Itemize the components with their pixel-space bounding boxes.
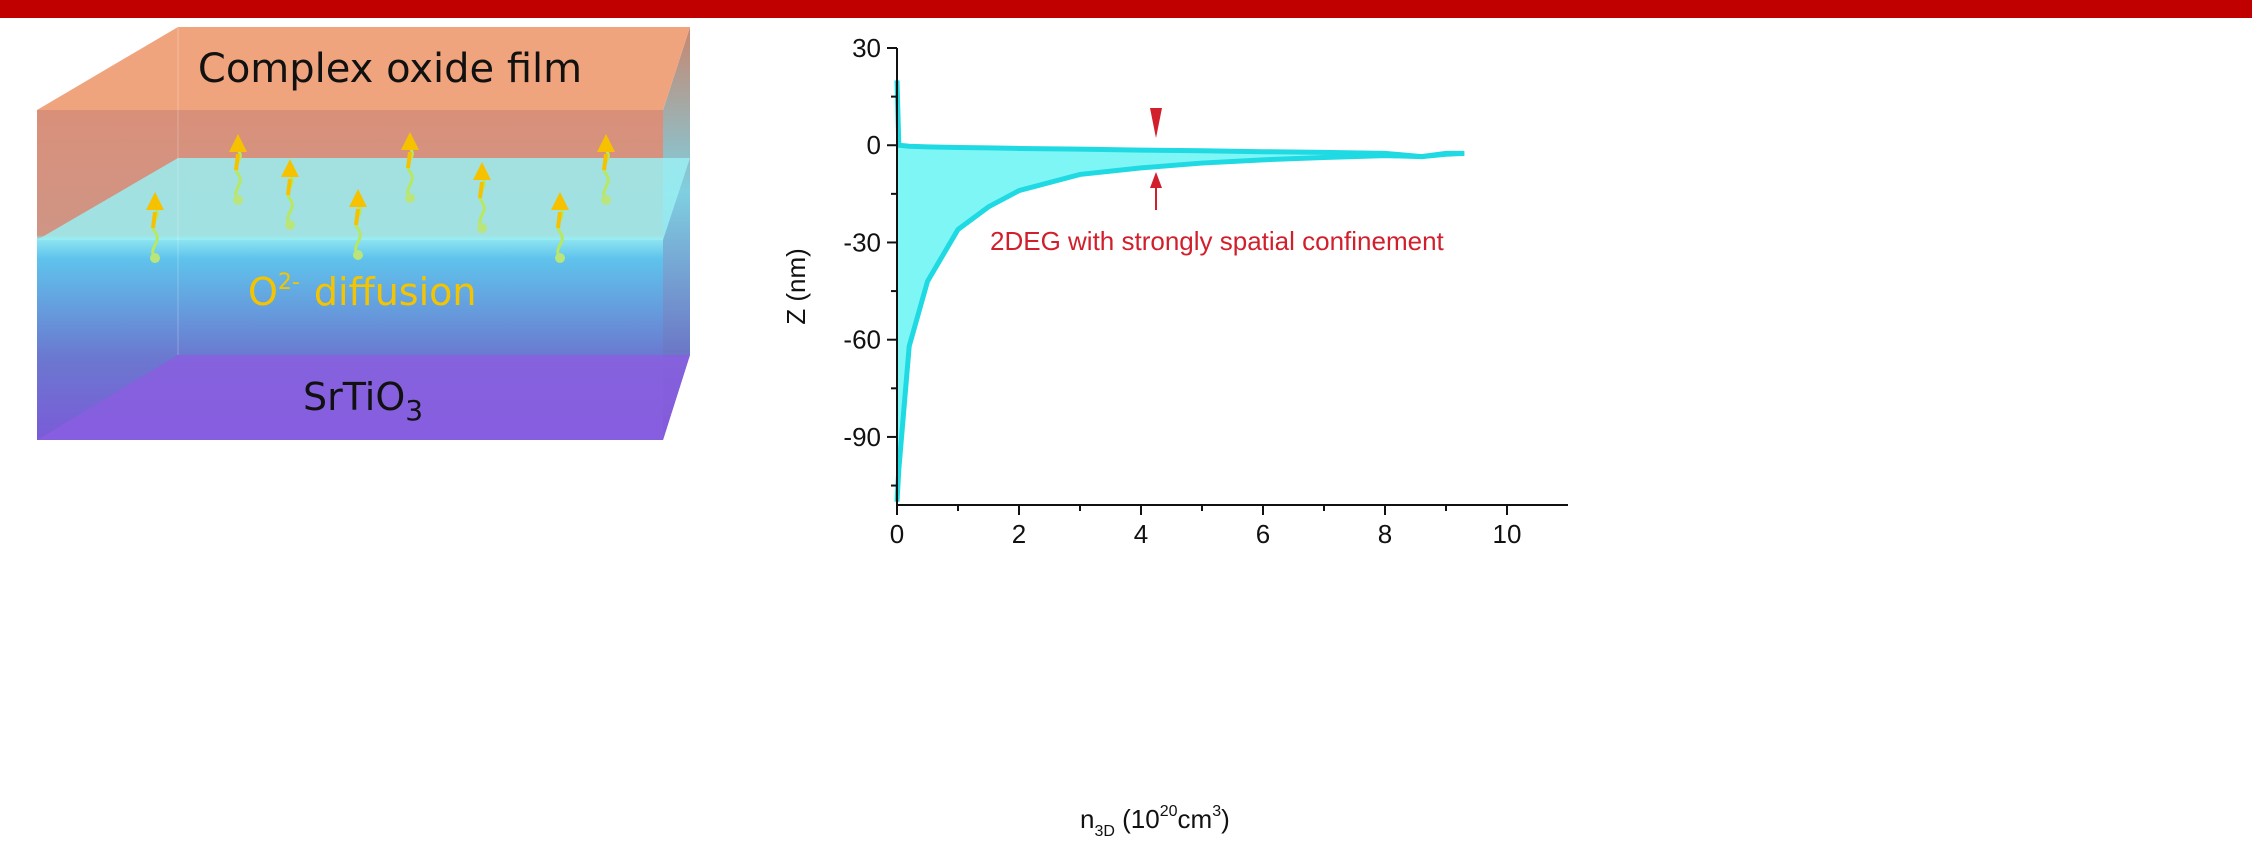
annotation: 2DEG with strongly spatial confinement [990, 226, 1445, 256]
x-tick-label: 2 [1012, 519, 1026, 549]
x-tick-label: 4 [1134, 519, 1148, 549]
arrow-shaft [408, 152, 410, 168]
main: SrTiO [303, 375, 405, 419]
ion-dot [233, 195, 243, 205]
arrow-shaft [153, 212, 155, 228]
x-axis-label: n3D (1020cm3) [1080, 803, 1230, 840]
ion-dot [150, 253, 160, 263]
arrow-shaft [558, 212, 560, 228]
charge: 2- [278, 270, 300, 295]
chart: 30 0 -30 -60 -90 0 2 4 6 8 10 Z (nm) n3D (1020cm3) 2D… [781, 33, 1568, 840]
figure: Complex oxide film O2-diffusion SrTiO3 3… [0, 0, 2252, 843]
x-tick-label: 0 [890, 519, 904, 549]
x-tick-label: 8 [1378, 519, 1392, 549]
y-axis-label: Z (nm) [781, 248, 811, 325]
ion-dot [477, 223, 487, 233]
x-label-part: cm [1178, 804, 1213, 834]
x-tick-label: 10 [1493, 519, 1522, 549]
confinement-band [897, 80, 1464, 501]
ion-dot [285, 220, 295, 230]
film-label: Complex oxide film [198, 46, 582, 92]
ion-dot [601, 195, 611, 205]
arrow-shaft [604, 154, 606, 170]
ion-dot [353, 250, 363, 260]
header-bar [0, 0, 2252, 18]
y-tick-label: -30 [843, 227, 881, 257]
y-tick-label: -60 [843, 325, 881, 355]
ion-dot [555, 253, 565, 263]
y-tick-label: -90 [843, 422, 881, 452]
arrow-shaft [356, 209, 358, 225]
x-label-part: 3D [1094, 823, 1114, 840]
x-label-part: 3 [1212, 803, 1221, 820]
x-label-part: n [1080, 804, 1094, 834]
arrow-shaft [480, 182, 482, 198]
y-tick-label: 0 [867, 130, 881, 160]
x-label-part: (10 [1115, 804, 1160, 834]
y-tick-label: 30 [852, 33, 881, 63]
sub: 3 [405, 394, 423, 427]
word: diffusion [314, 270, 477, 314]
arrow-shaft [288, 179, 290, 195]
diagram: Complex oxide film O2- diffusion SrTiO3 [37, 27, 690, 440]
x-label-part: 20 [1160, 803, 1178, 820]
ion-dot [405, 193, 415, 203]
ion: O [248, 270, 278, 314]
upper-edge [897, 80, 1464, 156]
arrow-shaft [236, 154, 238, 170]
x-label-part: ) [1221, 804, 1230, 834]
x-tick-label: 6 [1256, 519, 1270, 549]
